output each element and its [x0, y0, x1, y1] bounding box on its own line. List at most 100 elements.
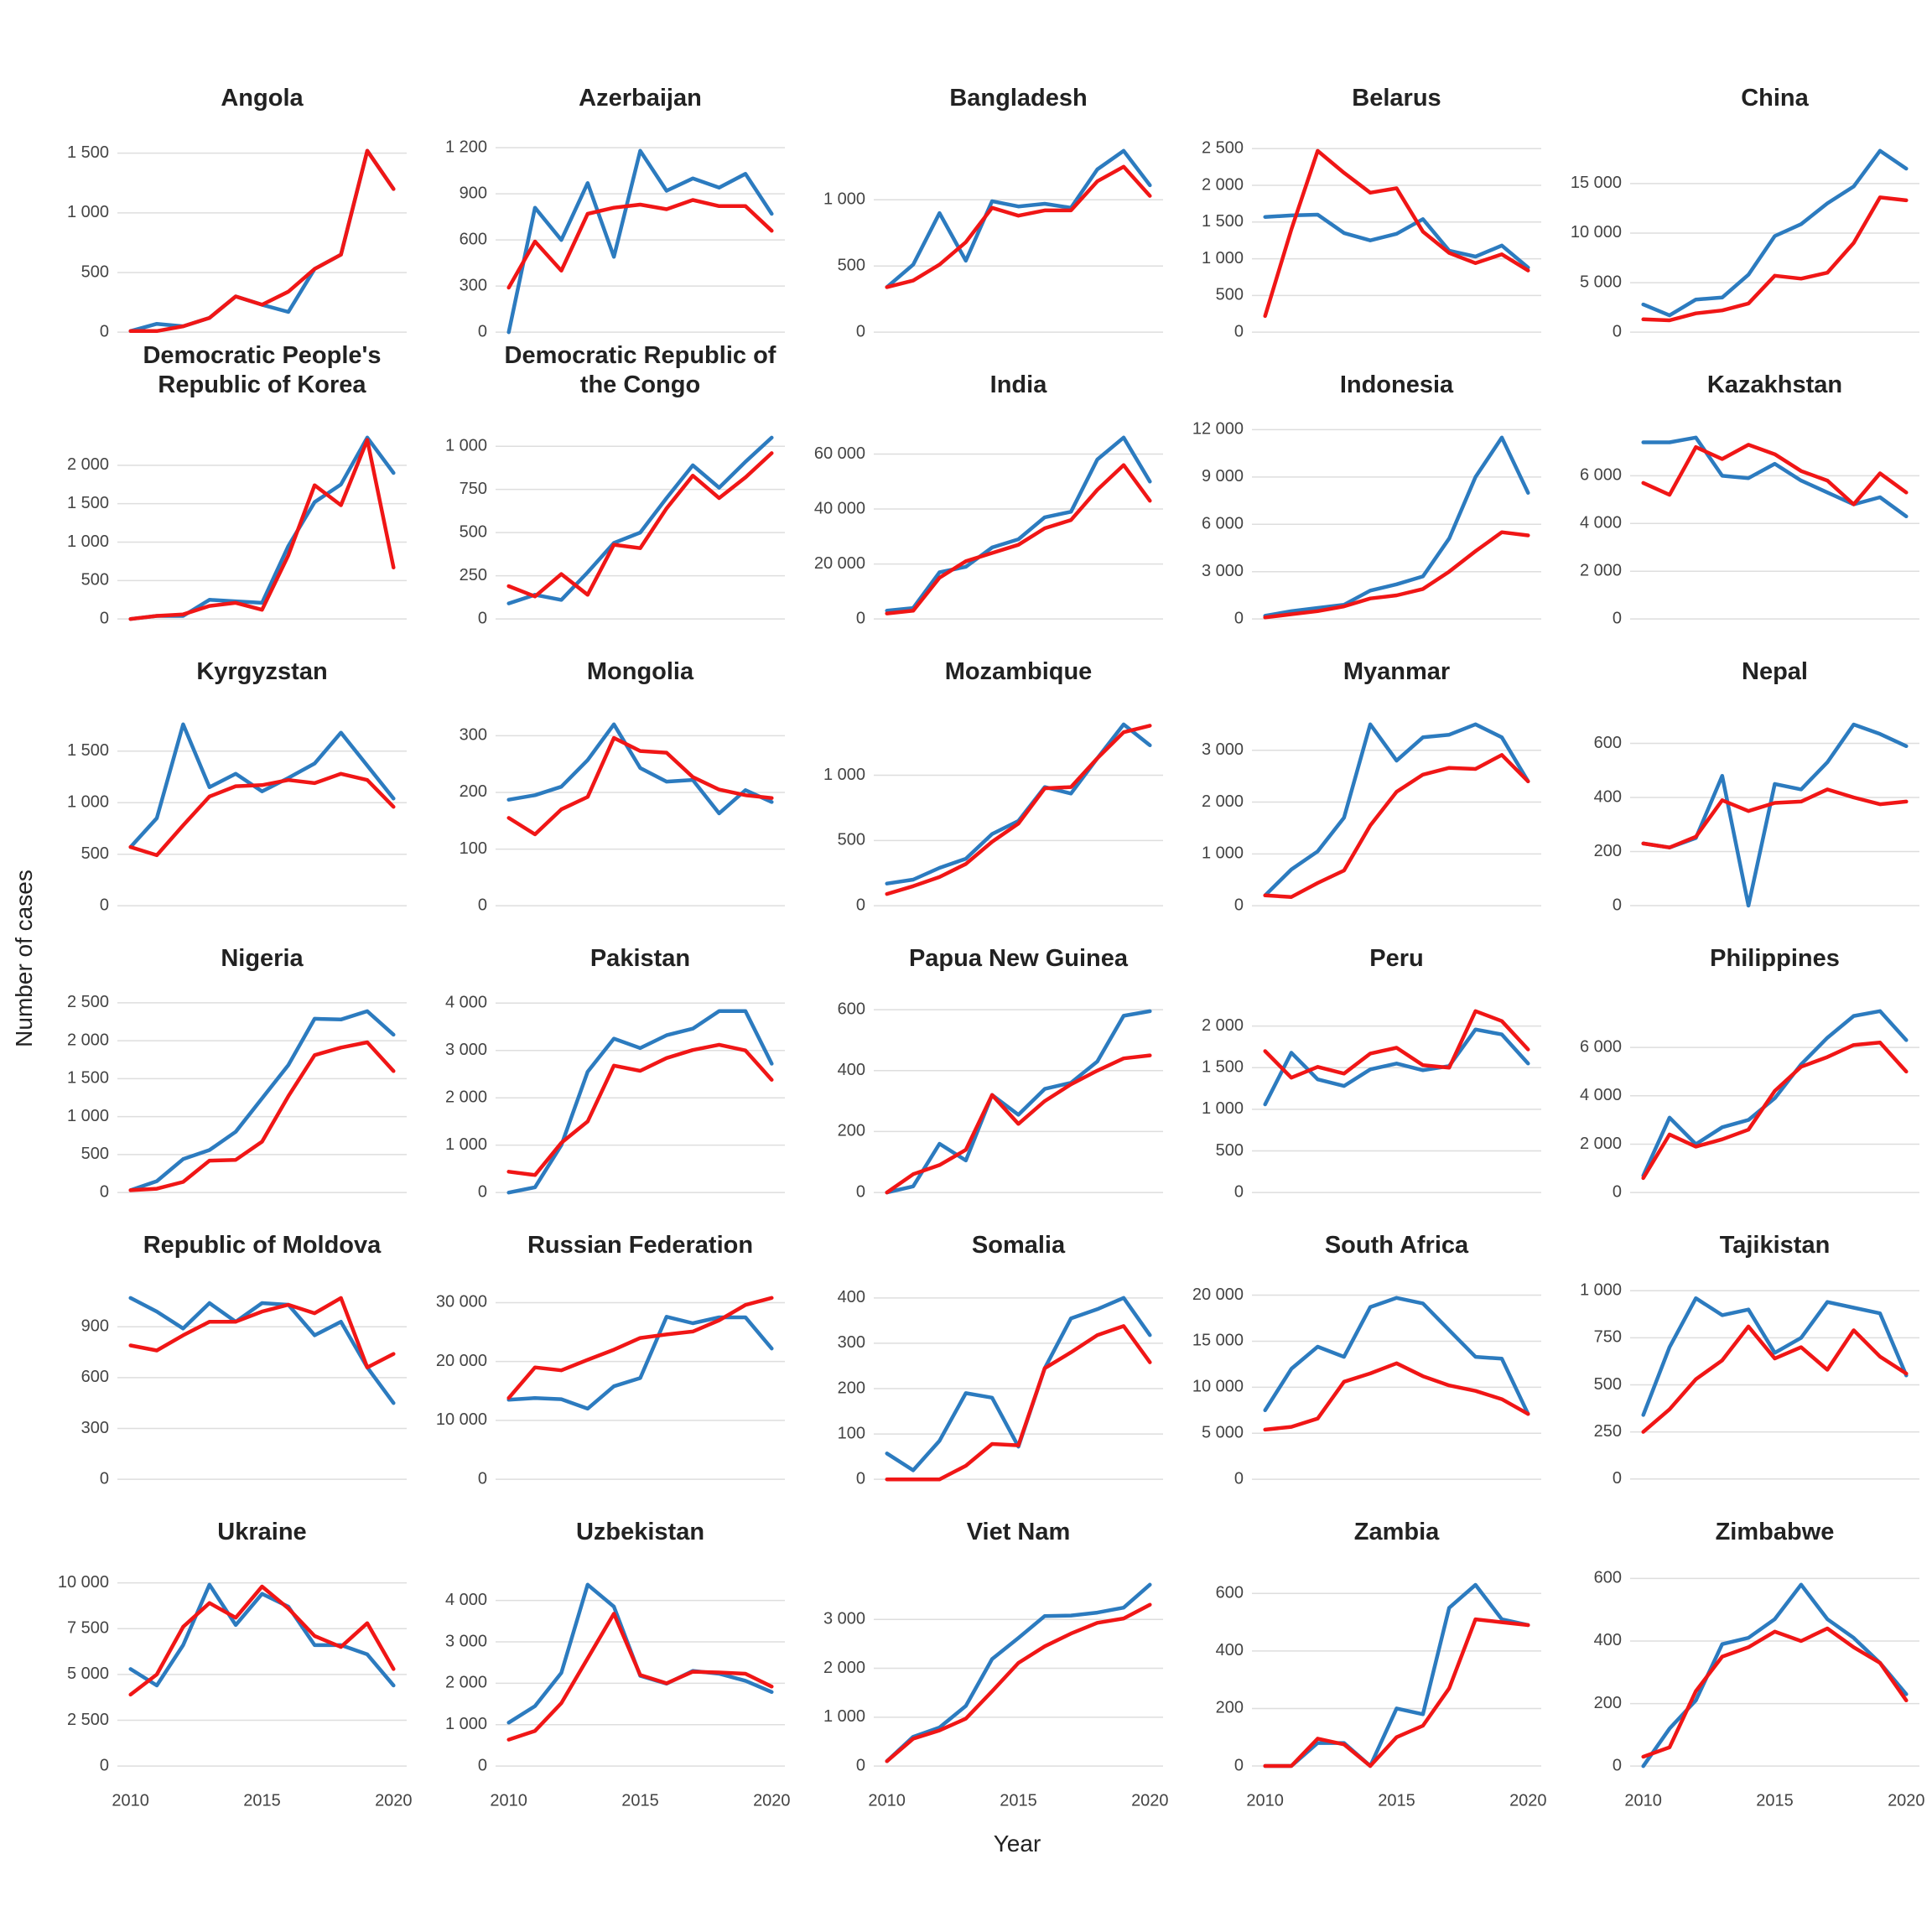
panel-title: Democratic People's Republic of Korea [143, 342, 382, 398]
panel-title: Zimbabwe [1715, 1519, 1835, 1545]
y-tick-label: 10 000 [1571, 223, 1622, 242]
y-tick-label: 100 [460, 839, 487, 858]
y-tick-label: 2 000 [445, 1088, 487, 1106]
y-tick-label: 15 000 [1192, 1332, 1244, 1350]
y-tick-label: 1 000 [1580, 1281, 1622, 1300]
y-tick-label: 1 000 [823, 766, 865, 784]
data-line [1641, 1009, 1909, 1178]
y-tick-label: 400 [838, 1061, 865, 1079]
y-tick-label: 500 [460, 522, 487, 541]
y-tick-label: 20 000 [436, 1352, 487, 1370]
y-tick-label: 15 000 [1571, 174, 1622, 192]
y-tick-label: 0 [478, 322, 487, 340]
y-tick-label: 1 000 [823, 190, 865, 209]
data-line [1641, 435, 1909, 519]
data-line [506, 1315, 774, 1411]
y-tick-label: 0 [1234, 1182, 1244, 1201]
data-line [1263, 1296, 1530, 1416]
y-tick-label: 1 000 [445, 1715, 487, 1733]
panel-title: Azerbaijan [579, 85, 702, 112]
y-tick-label: 10 000 [58, 1573, 109, 1592]
panel-title: Indonesia [1339, 371, 1454, 398]
data-line [885, 164, 1152, 289]
data-line [1641, 722, 1909, 908]
panel-title: Ukraine [217, 1519, 307, 1545]
y-tick-label: 0 [856, 1469, 865, 1488]
panel-title: Tajikistan [1719, 1232, 1831, 1259]
panel-title: Nepal [1742, 658, 1808, 685]
data-line [1641, 1626, 1909, 1759]
panel-title: Viet Nam [966, 1519, 1071, 1545]
y-tick-label: 0 [856, 1182, 865, 1201]
y-tick-label: 6 000 [1202, 515, 1244, 533]
y-tick-label: 300 [838, 1333, 865, 1352]
data-line [506, 198, 774, 290]
y-tick-label: 500 [1594, 1375, 1622, 1394]
x-axis-title: Year [994, 1831, 1041, 1857]
data-line [1263, 1361, 1530, 1432]
y-tick-label: 0 [1613, 896, 1622, 914]
data-line [128, 1040, 396, 1192]
x-tick-label: 2020 [753, 1791, 791, 1810]
y-tick-label: 12 000 [1192, 420, 1244, 439]
y-tick-label: 2 000 [67, 1031, 109, 1049]
data-line [1263, 722, 1530, 898]
y-tick-label: 0 [1613, 609, 1622, 627]
panel-title: Somalia [971, 1232, 1066, 1259]
y-axis-title: Number of cases [11, 870, 37, 1047]
x-tick-label: 2020 [1509, 1791, 1547, 1810]
panel-title: Zambia [1353, 1519, 1440, 1545]
data-line [885, 1009, 1152, 1195]
y-tick-label: 0 [1234, 1756, 1244, 1774]
x-tick-label: 2015 [1000, 1791, 1037, 1810]
y-tick-label: 0 [478, 1756, 487, 1774]
y-tick-label: 750 [1594, 1328, 1622, 1347]
y-tick-label: 5 000 [1580, 273, 1622, 291]
panel-title: Philippines [1710, 945, 1840, 972]
y-tick-label: 500 [81, 262, 109, 281]
panel-title: China [1741, 85, 1809, 112]
data-line [885, 1053, 1152, 1195]
y-tick-label: 1 500 [1202, 212, 1244, 231]
data-line [1641, 443, 1909, 506]
y-tick-label: 600 [1216, 1584, 1244, 1602]
y-tick-label: 4 000 [445, 1591, 487, 1609]
data-line [885, 1324, 1152, 1482]
y-tick-label: 1 000 [67, 532, 109, 551]
y-tick-label: 2 000 [1202, 175, 1244, 194]
y-tick-label: 6 000 [1580, 466, 1622, 485]
y-tick-label: 0 [1613, 322, 1622, 340]
y-tick-label: 1 500 [67, 494, 109, 512]
y-tick-label: 30 000 [436, 1293, 487, 1311]
y-tick-label: 1 500 [67, 1069, 109, 1088]
y-tick-label: 2 000 [67, 455, 109, 474]
y-tick-label: 0 [478, 1182, 487, 1201]
y-tick-label: 4 000 [445, 994, 487, 1012]
y-tick-label: 0 [100, 322, 109, 340]
y-tick-label: 0 [1234, 322, 1244, 340]
y-tick-label: 1 000 [67, 793, 109, 812]
y-tick-label: 1 000 [1202, 844, 1244, 863]
y-tick-label: 600 [1594, 734, 1622, 752]
x-tick-label: 2010 [112, 1791, 149, 1810]
y-tick-label: 0 [1234, 609, 1244, 627]
y-tick-label: 1 000 [67, 203, 109, 221]
y-tick-label: 3 000 [445, 1041, 487, 1059]
y-tick-label: 500 [838, 831, 865, 849]
y-tick-label: 400 [1594, 1631, 1622, 1649]
data-line [885, 463, 1152, 615]
y-tick-label: 2 000 [1202, 1016, 1244, 1035]
y-tick-label: 0 [478, 1469, 487, 1488]
panel-title: Papua New Guinea [908, 945, 1129, 972]
data-line [1641, 148, 1909, 318]
y-tick-label: 200 [1594, 1694, 1622, 1712]
panel-title: Russian Federation [527, 1232, 754, 1259]
y-tick-label: 400 [1594, 787, 1622, 806]
panel-title: India [989, 371, 1047, 398]
y-tick-label: 750 [460, 480, 487, 498]
y-tick-label: 5 000 [1202, 1424, 1244, 1442]
data-line [128, 1296, 396, 1405]
panel-title: Angola [221, 85, 304, 112]
y-tick-label: 300 [460, 726, 487, 745]
